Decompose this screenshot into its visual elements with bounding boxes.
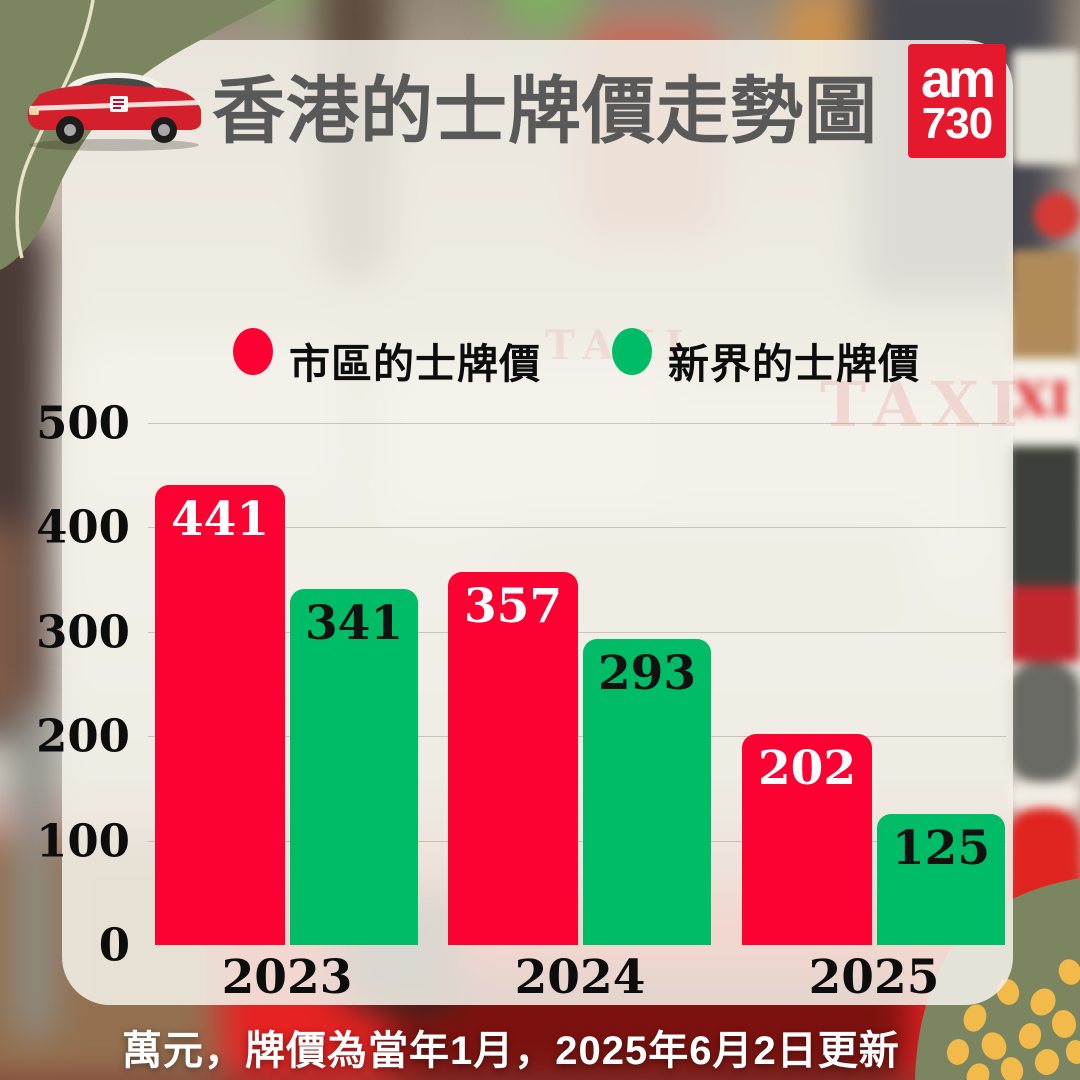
bar-2024-nt: 293 [583,639,711,945]
legend-dot-nt [612,328,652,375]
bar-value-label: 441 [170,492,270,547]
photo-shape [0,520,30,720]
gridline [148,423,1006,424]
bar-value-label: 293 [597,646,697,701]
curve-line [15,0,95,259]
photo-grille [1008,662,1080,782]
bar-2025-nt: 125 [877,814,1005,945]
x-axis-tick: 2024 [514,950,646,1005]
photo-pole [15,700,55,1040]
footer-note: 萬元，牌價為當年1月，2025年6月2日更新 [122,1029,900,1073]
bar-value-label: 357 [463,579,563,634]
y-axis-tick: 500 [36,396,130,450]
am730-logo: am 730 [908,44,1006,158]
bar-value-label: 341 [304,596,404,651]
legend-label-urban: 市區的士牌價 [289,341,541,387]
red-taxi-illustration [27,72,202,151]
x-axis-tick: 2025 [808,950,940,1005]
y-axis-tick: 200 [36,709,130,763]
y-axis-tick: 400 [36,500,130,554]
am730-logo-am: am [920,49,996,110]
photo-taxi-sign: TAXI [1008,358,1080,446]
photo-shape [1008,782,1080,810]
photo-sign [1012,50,1080,165]
y-axis-tick: 300 [36,605,130,659]
photo-windshield [1008,446,1080,586]
legend-label-nt: 新界的士牌價 [668,341,920,387]
bar-value-label: 125 [891,821,991,876]
y-axis-tick: 100 [36,814,130,868]
bar-2025-urban: 202 [742,734,872,945]
bar-2024-urban: 357 [448,572,578,945]
taxi-watermark: TAXI [820,368,1028,441]
x-axis-tick: 2023 [221,950,353,1005]
am730-logo-730: 730 [921,99,993,149]
y-axis-tick: 0 [98,918,130,972]
photo-shape [1010,250,1080,360]
photo-taillight [1008,586,1080,662]
page-title: 香港的士牌價走勢圖 [212,71,878,152]
bar-2023-nt: 341 [290,589,418,945]
dots-pattern [946,959,1080,1080]
photo-taxi-sign-text: TAXI [1008,372,1071,426]
photo-shape [500,0,590,30]
gridline [148,527,1006,529]
bar-2023-urban: 441 [155,485,285,945]
legend-dot-urban [233,328,273,375]
bar-value-label: 202 [757,741,857,796]
photo-red-lamp [1034,192,1080,238]
